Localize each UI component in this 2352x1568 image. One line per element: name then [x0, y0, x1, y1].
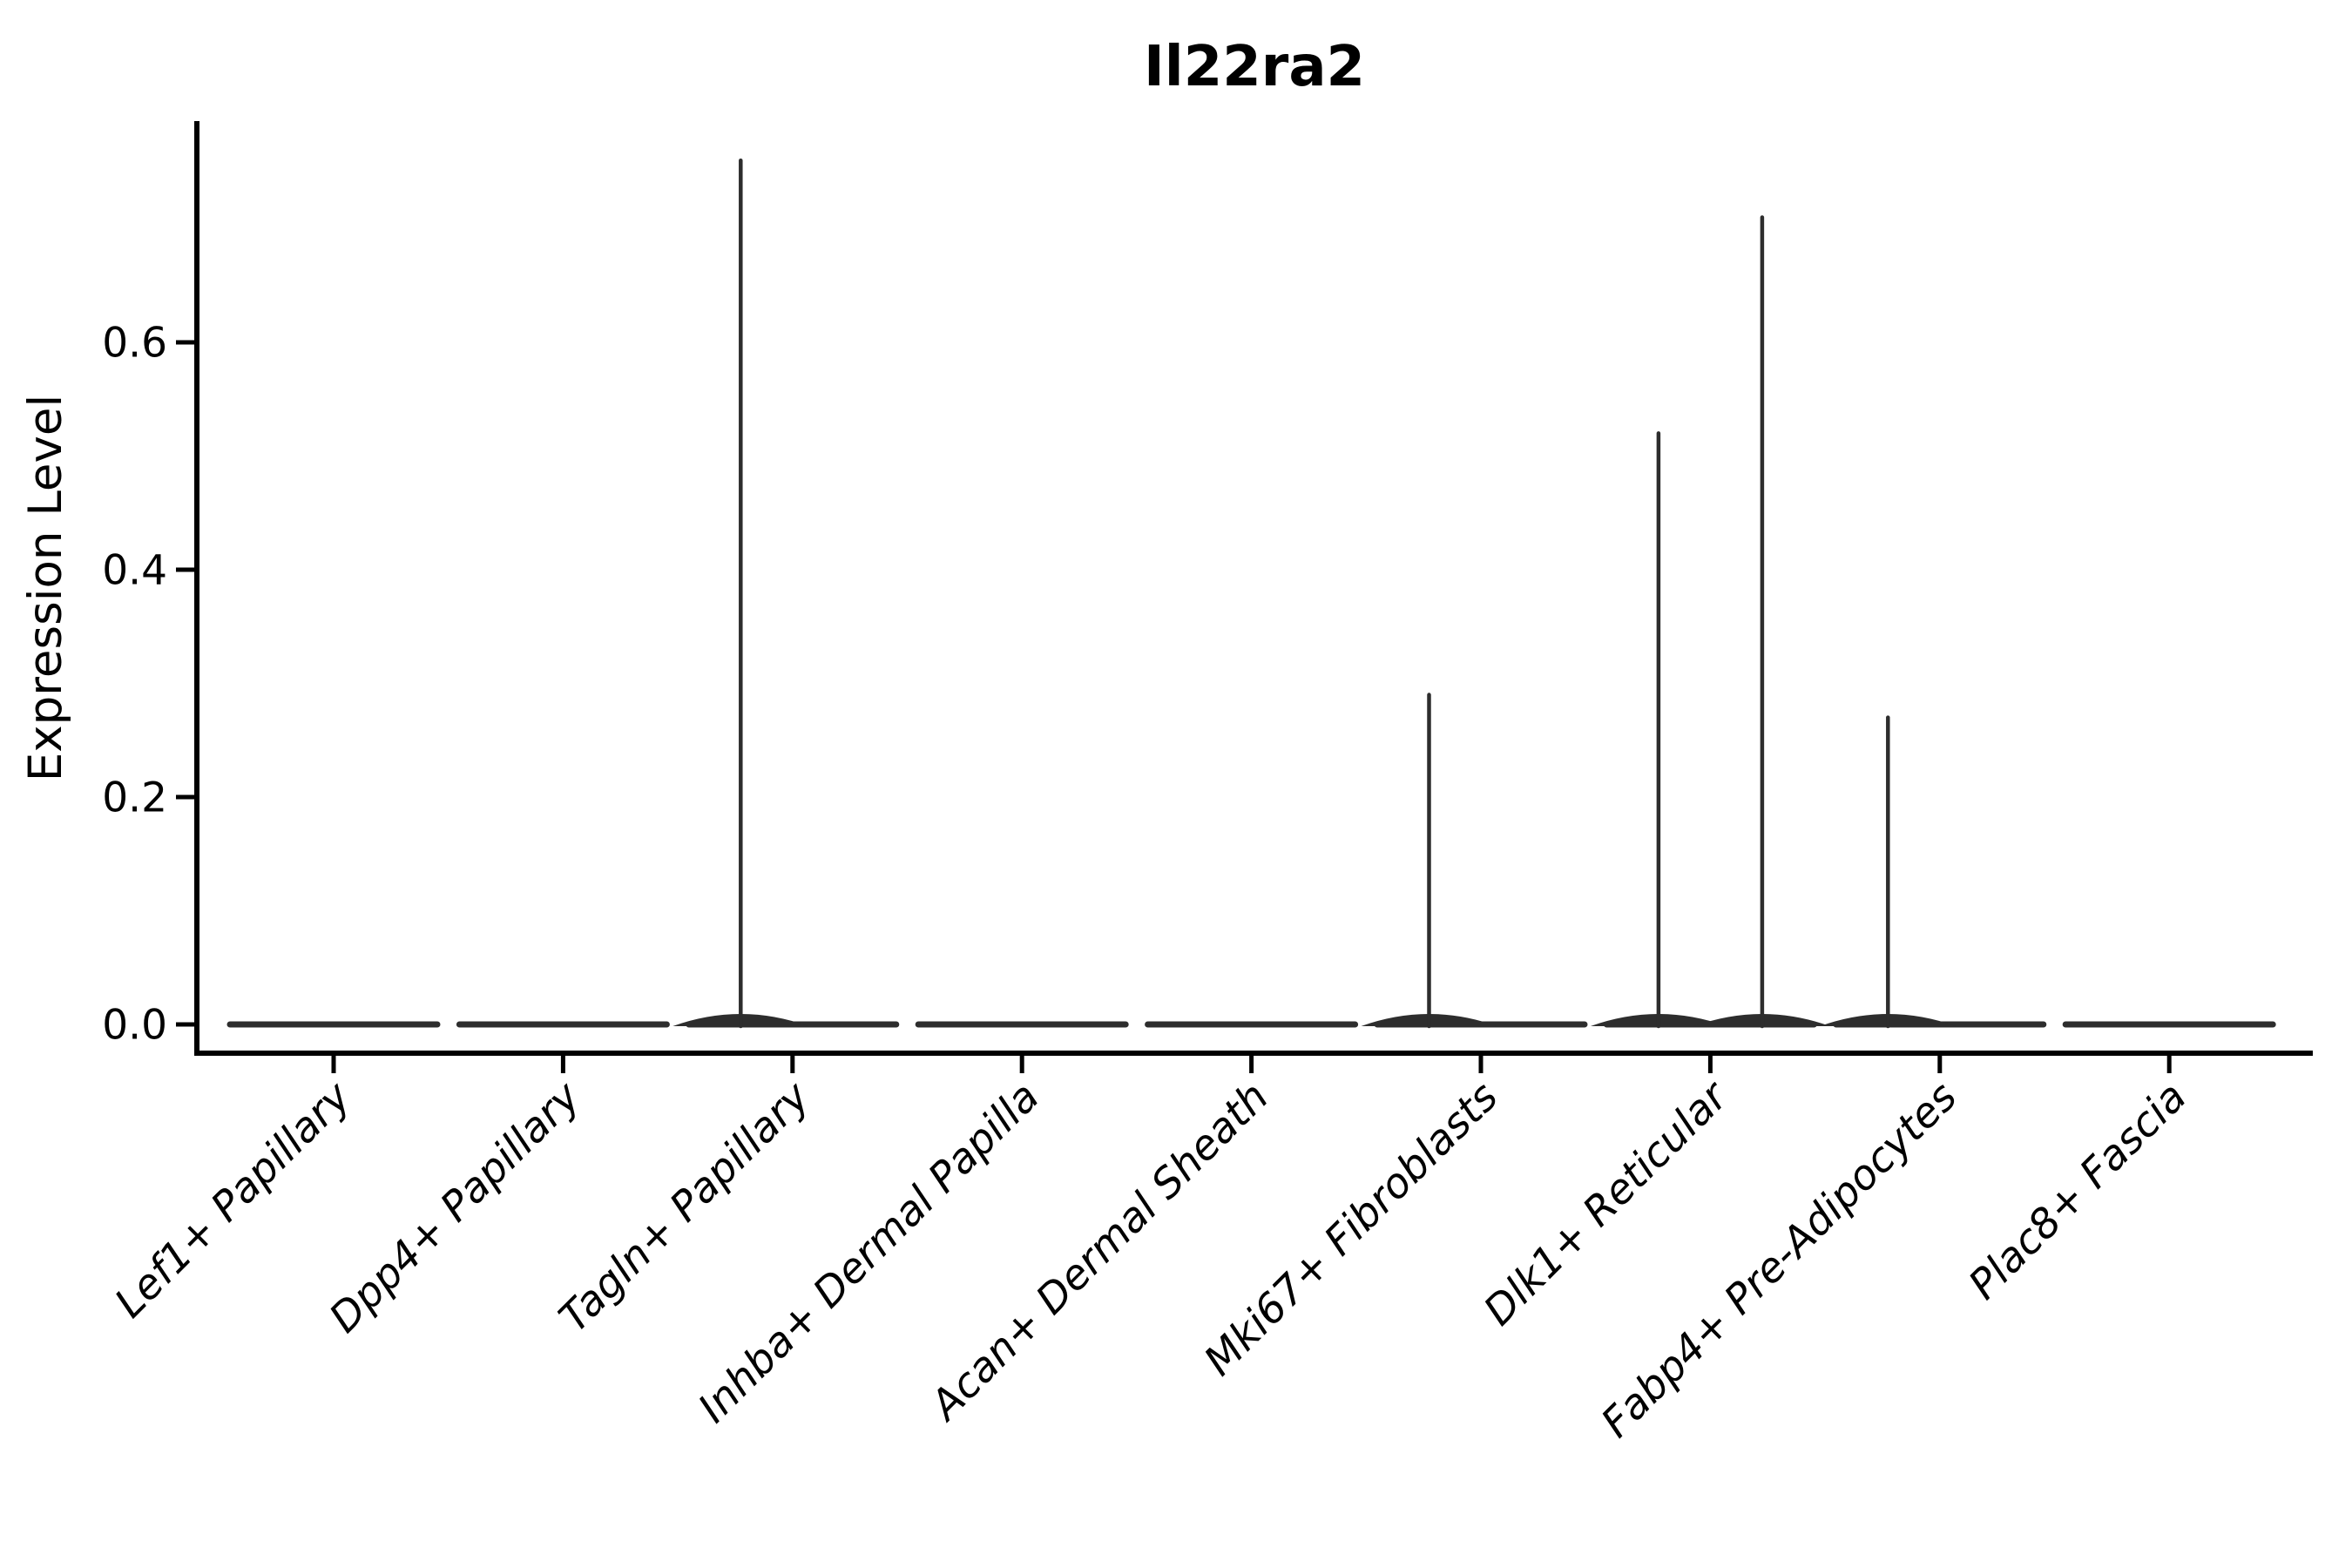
x-tick-label: Tagln+ Papillary [551, 1072, 821, 1342]
x-tick-label: Dpp4+ Papillary [321, 1072, 591, 1342]
x-tick-label: Plac8+ Fascia [1960, 1073, 2196, 1309]
y-axis-label: Expression Level [19, 395, 72, 781]
x-tick-label: Lef1+ Papillary [105, 1072, 361, 1328]
y-tick-label: 0.6 [102, 319, 167, 367]
chart-title: Il22ra2 [1144, 35, 1365, 99]
y-tick-label: 0.4 [102, 546, 167, 594]
y-tick-label: 0.2 [102, 774, 167, 821]
y-tick-label: 0.0 [102, 1001, 167, 1049]
x-tick-label: Dlk1+ Reticular [1475, 1071, 1739, 1335]
